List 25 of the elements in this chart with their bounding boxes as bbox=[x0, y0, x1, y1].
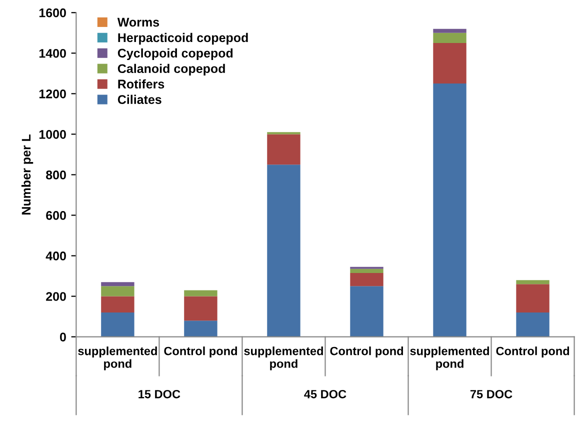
y-tick-label: 0 bbox=[60, 332, 66, 342]
legend-label: Ciliates bbox=[118, 94, 162, 104]
text: 75 DOC bbox=[470, 390, 512, 398]
y-tick-label: 200 bbox=[46, 292, 66, 301]
legend-label: Rotifers bbox=[118, 79, 164, 89]
x-tick-label: Control pond bbox=[330, 346, 404, 358]
text: 45 DOC bbox=[304, 390, 346, 398]
y-tick-label: 1600 bbox=[39, 8, 66, 18]
x-tick-label: supplemented pond bbox=[244, 346, 323, 370]
y-axis-title: Number per L bbox=[21, 134, 34, 215]
x-tick-label: supplemented pond bbox=[78, 346, 157, 370]
y-tick-label: 800 bbox=[46, 170, 66, 180]
y-tick-label: 1400 bbox=[39, 48, 66, 58]
x-tick-label: Control pond bbox=[164, 346, 237, 358]
y-tick-label: 600 bbox=[46, 211, 66, 220]
y-tick-label: 1000 bbox=[39, 130, 66, 139]
legend-label: Worms bbox=[117, 18, 160, 27]
x-tick-label: Control pond bbox=[496, 346, 570, 358]
y-tick-label: 400 bbox=[46, 252, 66, 260]
legend-label: Calanoid copepod bbox=[118, 64, 225, 76]
legend-label: Cyclopoid copepod bbox=[118, 48, 233, 60]
x-tick-label: supplemented pond bbox=[410, 346, 489, 370]
text: 15 DOC bbox=[138, 390, 180, 398]
legend-label: Herpacticoid copepod bbox=[118, 32, 248, 45]
y-tick-label: 1200 bbox=[39, 89, 66, 98]
